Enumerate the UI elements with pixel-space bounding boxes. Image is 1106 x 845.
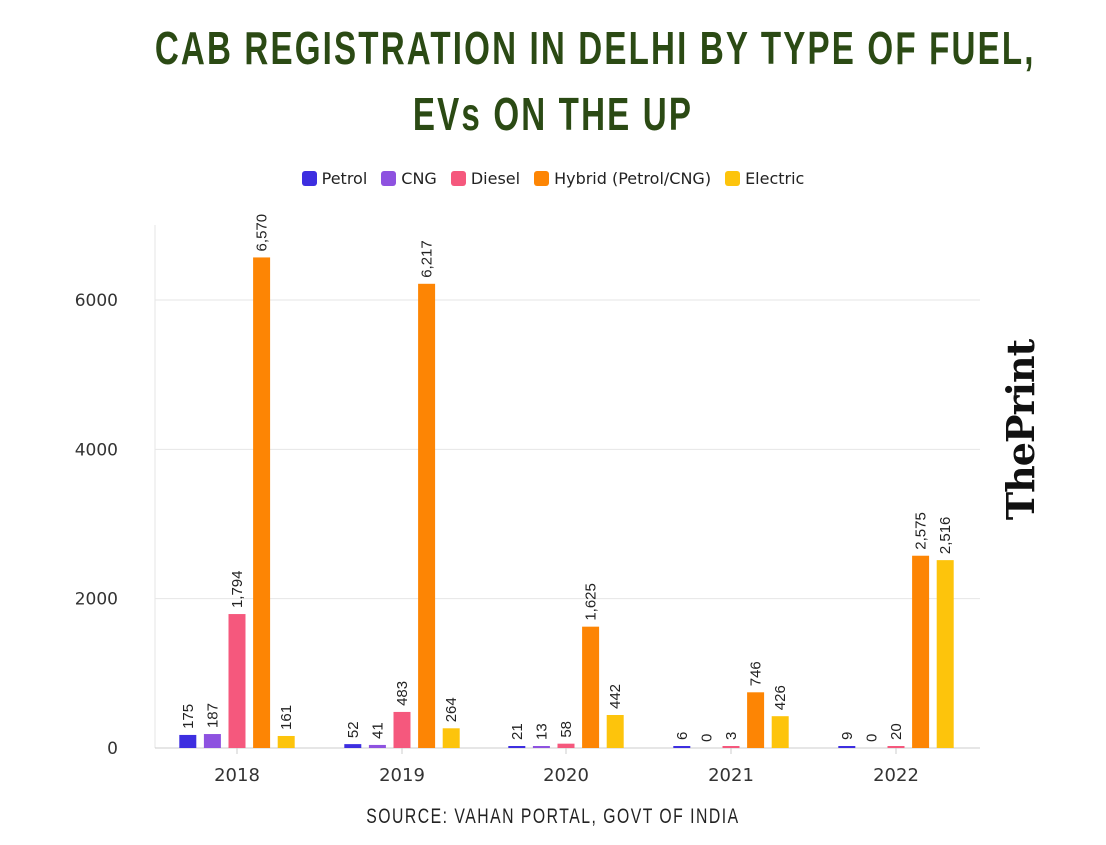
bar-electric-2022	[936, 560, 954, 748]
data-label: 52	[345, 721, 362, 738]
bar-hybrid-2022	[912, 555, 930, 748]
bar-electric-2020	[606, 714, 624, 748]
legend-label: Petrol	[321, 169, 368, 188]
theprint-logo: ThePrint	[998, 338, 1043, 520]
data-label: 442	[607, 684, 624, 709]
data-label: 13	[533, 723, 550, 740]
bar-petrol-2019	[344, 744, 362, 748]
bar-petrol-2021	[673, 746, 691, 748]
bar-diesel-2022	[887, 746, 905, 748]
bar-hybrid-2020	[582, 626, 600, 748]
bar-diesel-2020	[557, 743, 575, 748]
bar-hybrid-2021	[747, 692, 765, 748]
bar-cng-2019	[368, 744, 386, 748]
data-label: 1,625	[583, 583, 600, 621]
x-tick-label: 2022	[873, 765, 919, 786]
legend: Petrol CNG Diesel Hybrid (Petrol/CNG) Electr…	[0, 169, 1106, 188]
x-tick-label: 2018	[214, 765, 260, 786]
source-note: SOURCE: VAHAN PORTAL, GOVT OF INDIA	[366, 805, 740, 828]
bar-hybrid-2019	[418, 283, 436, 748]
data-label: 426	[772, 685, 789, 710]
bar-petrol-2018	[179, 734, 197, 748]
y-tick-label: 4000	[75, 440, 118, 460]
data-label: 6,217	[419, 240, 436, 278]
y-tick-label: 2000	[75, 590, 118, 610]
bar-electric-2021	[771, 716, 789, 748]
bar-petrol-2022	[838, 746, 856, 748]
bar-cng-2018	[203, 734, 221, 748]
legend-label: CNG	[401, 169, 437, 188]
data-label: 2,575	[913, 512, 930, 550]
legend-swatch	[534, 171, 550, 186]
data-label: 9	[839, 732, 856, 740]
legend-item[interactable]: CNG	[381, 169, 437, 188]
legend-swatch	[301, 171, 317, 186]
data-label: 161	[278, 705, 295, 730]
data-label: 58	[558, 721, 575, 738]
legend-swatch	[381, 171, 397, 186]
y-tick-label: 0	[107, 739, 118, 759]
data-label: 20	[888, 723, 905, 740]
x-tick-label: 2019	[379, 765, 425, 786]
data-label: 175	[180, 704, 197, 729]
legend-swatch	[725, 171, 741, 186]
chart-title-line-1: CAB REGISTRATION IN DELHI BY TYPE OF FUE…	[154, 22, 1036, 74]
bar-electric-2019	[442, 728, 460, 748]
bar-petrol-2020	[508, 746, 526, 748]
data-label: 6	[674, 732, 691, 740]
legend-item[interactable]: Hybrid (Petrol/CNG)	[534, 169, 711, 188]
bar-diesel-2019	[393, 711, 411, 748]
bar-diesel-2018	[228, 614, 246, 748]
data-label: 0	[863, 734, 880, 742]
data-label: 746	[748, 661, 765, 686]
bar-electric-2018	[277, 735, 295, 748]
bar-hybrid-2018	[253, 257, 271, 748]
legend-label: Diesel	[470, 169, 521, 188]
data-label: 21	[509, 723, 526, 740]
bar-cng-2020	[532, 746, 550, 748]
x-tick-label: 2020	[543, 765, 589, 786]
legend-item[interactable]: Diesel	[450, 169, 521, 188]
data-label: 0	[698, 734, 715, 742]
legend-label: Electric	[745, 169, 805, 188]
data-label: 3	[723, 732, 740, 740]
legend-swatch	[450, 171, 466, 186]
bar-diesel-2021	[722, 746, 740, 748]
x-tick-label: 2021	[708, 765, 754, 786]
data-label: 2,516	[937, 517, 954, 555]
data-label: 187	[204, 703, 221, 728]
data-label: 6,570	[254, 214, 271, 252]
legend-label: Hybrid (Petrol/CNG)	[554, 169, 712, 188]
data-label: 41	[369, 722, 386, 739]
data-label: 1,794	[229, 571, 246, 609]
data-label: 264	[443, 697, 460, 722]
y-tick-label: 6000	[75, 291, 118, 311]
legend-item[interactable]: Electric	[725, 169, 804, 188]
chart-title-line-2: EVs ON THE UP	[412, 88, 694, 140]
data-label: 483	[394, 681, 411, 706]
legend-item[interactable]: Petrol	[301, 169, 368, 188]
